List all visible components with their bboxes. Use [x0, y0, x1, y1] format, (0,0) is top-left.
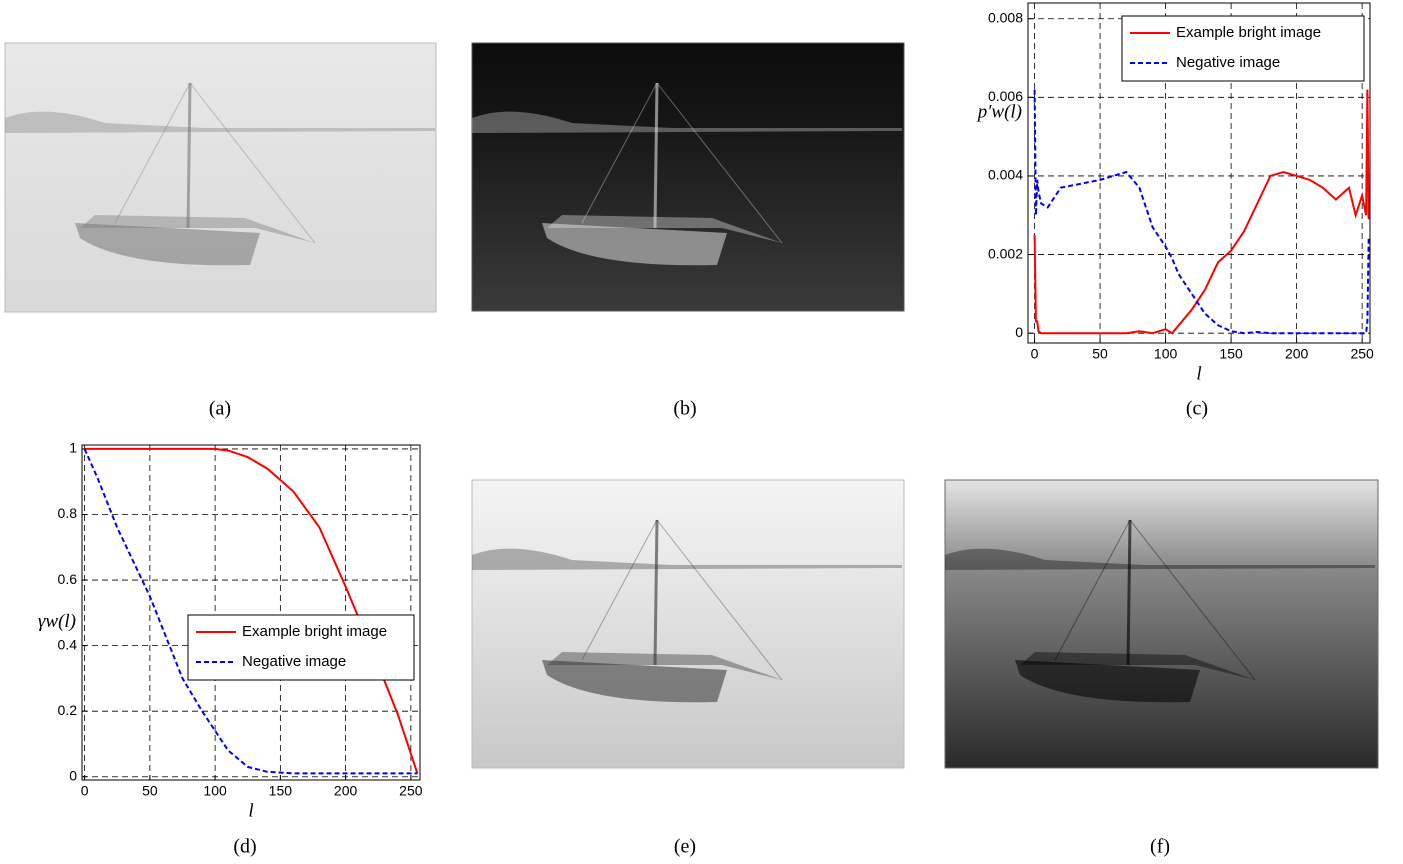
y-tick-label: 0.008 — [988, 9, 1023, 25]
caption: (e) — [674, 836, 696, 858]
caption: (f) — [1150, 836, 1170, 858]
y-axis-label: p′w(l) — [976, 101, 1022, 122]
x-tick-label: 150 — [269, 783, 293, 799]
y-tick-label: 0.004 — [988, 167, 1023, 183]
caption: (b) — [673, 398, 696, 420]
series-line — [1033, 89, 1370, 335]
y-tick-label: 0.006 — [988, 88, 1023, 104]
image-f — [943, 479, 1379, 769]
caption: (a) — [209, 398, 231, 420]
x-tick-label: 50 — [1092, 346, 1108, 362]
caption: (c) — [1186, 398, 1208, 420]
legend-label: Example bright image — [1176, 24, 1321, 41]
x-axis-label: l — [248, 800, 253, 821]
plot-frame — [81, 444, 421, 781]
x-tick-label: 50 — [142, 783, 158, 799]
y-tick-label: 0.002 — [988, 245, 1023, 261]
x-tick-label: 200 — [334, 783, 358, 799]
y-axis-label: γw(l) — [38, 611, 76, 632]
series-line — [83, 448, 418, 775]
y-tick-label: 0.6 — [58, 571, 78, 587]
series-line — [1033, 89, 1370, 335]
image-b — [470, 42, 905, 312]
x-tick-label: 100 — [203, 783, 227, 799]
x-tick-label: 200 — [1285, 346, 1309, 362]
x-tick-label: 0 — [1031, 346, 1039, 362]
y-tick-label: 1 — [69, 440, 77, 456]
legend-box — [187, 614, 415, 681]
caption: (d) — [233, 836, 256, 858]
y-tick-label: 0.4 — [58, 636, 78, 652]
plot-frame — [1027, 2, 1371, 344]
legend-label: Negative image — [242, 653, 346, 670]
y-tick-label: 0.8 — [58, 505, 78, 521]
x-tick-label: 250 — [1350, 346, 1374, 362]
image-a — [3, 42, 437, 313]
x-tick-label: 100 — [1154, 346, 1178, 362]
legend-label: Example bright image — [242, 623, 387, 640]
y-tick-label: 0 — [1015, 324, 1023, 340]
y-tick-label: 0.2 — [58, 702, 78, 718]
x-tick-label: 150 — [1219, 346, 1243, 362]
x-tick-label: 250 — [399, 783, 423, 799]
legend-label: Negative image — [1176, 54, 1280, 71]
y-tick-label: 0 — [69, 767, 77, 783]
legend-box — [1121, 15, 1365, 82]
x-axis-label: l — [1196, 363, 1201, 384]
plot-area — [82, 445, 420, 780]
image-e — [470, 479, 905, 769]
x-tick-label: 0 — [81, 783, 89, 799]
